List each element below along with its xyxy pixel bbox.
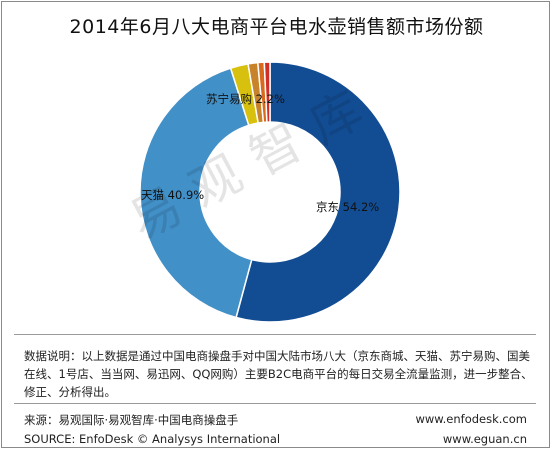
slice-other-5 bbox=[263, 61, 271, 123]
data-note: 数据说明：以上数据是通过中国电商操盘手对中国大陆市场八大（京东商城、天猫、苏宁易… bbox=[24, 349, 533, 399]
source-cn: 来源：易观国际·易观智库·中国电商操盘手 bbox=[24, 413, 239, 427]
slice-京东 bbox=[235, 61, 401, 323]
divider bbox=[14, 403, 536, 404]
slice-label-苏宁易购: 苏宁易购 2.2% bbox=[206, 92, 285, 106]
slice-label-天猫: 天猫 40.9% bbox=[141, 188, 204, 202]
slice-天猫 bbox=[139, 67, 253, 319]
divider bbox=[14, 334, 536, 335]
url-eguan: www.eguan.cn bbox=[442, 432, 527, 446]
chart-title: 2014年6月八大电商平台电水壶销售额市场份额 bbox=[69, 16, 484, 38]
url-enfodesk: www.enfodesk.com bbox=[415, 412, 527, 426]
source-en: SOURCE: EnfoDesk © Analysys Internationa… bbox=[24, 432, 281, 446]
slice-label-京东: 京东 54.2% bbox=[316, 200, 379, 214]
